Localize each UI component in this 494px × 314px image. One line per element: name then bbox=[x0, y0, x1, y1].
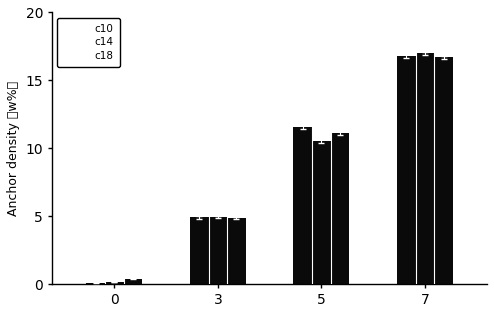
Bar bbox=[434, 57, 453, 284]
Legend: c10, c14, c18: c10, c14, c18 bbox=[57, 18, 120, 67]
Bar bbox=[227, 218, 246, 284]
Bar bbox=[397, 56, 415, 284]
Bar bbox=[208, 217, 227, 284]
Bar bbox=[415, 53, 434, 284]
Bar bbox=[86, 283, 105, 284]
Bar bbox=[124, 279, 142, 284]
Bar bbox=[190, 218, 208, 284]
Y-axis label: Anchor density （w%）: Anchor density （w%） bbox=[7, 81, 20, 216]
Bar bbox=[293, 127, 312, 284]
Bar bbox=[330, 133, 349, 284]
Bar bbox=[105, 282, 124, 284]
Bar bbox=[312, 141, 330, 284]
